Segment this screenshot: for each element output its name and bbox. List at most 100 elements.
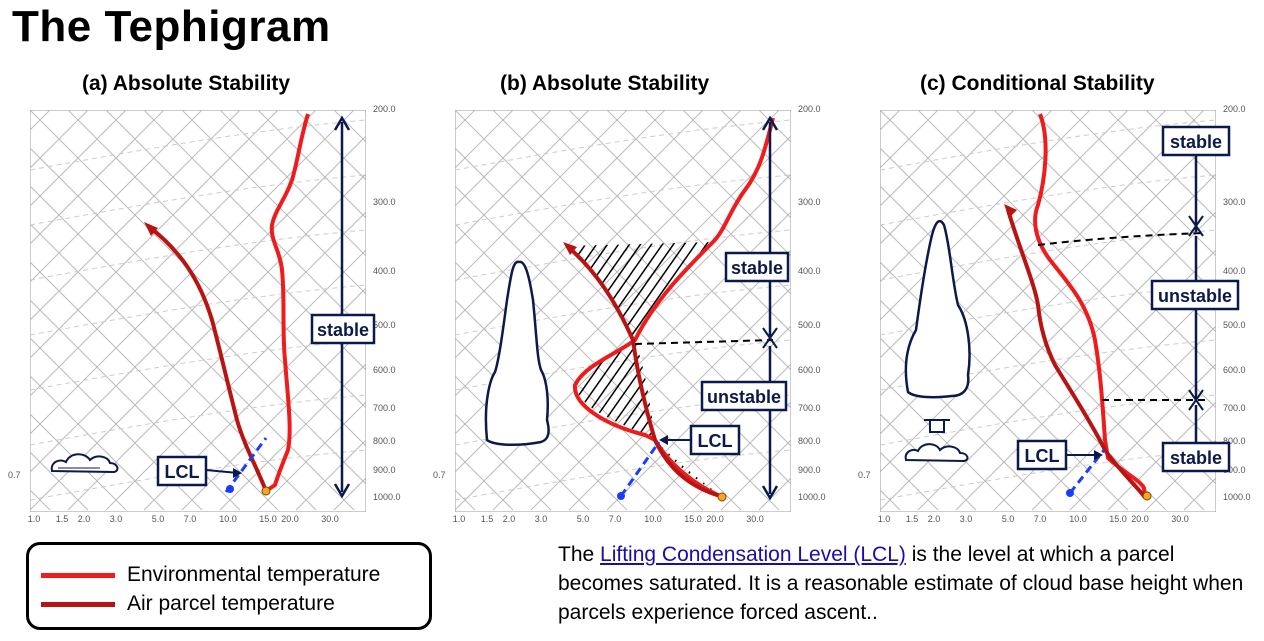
isotherm-line [606, 325, 791, 511]
unstable-label: unstable [1158, 286, 1232, 306]
caption-text-before: The [558, 543, 601, 566]
dry-adiabat-line [30, 375, 165, 511]
dry-adiabat-line [720, 110, 791, 181]
lcl-link[interactable]: Lifting Condensation Level (LCL) [600, 543, 906, 566]
isotherm-line [30, 110, 127, 207]
mixing-ratio-tick-label: 2.0 [928, 514, 941, 524]
isotherm-line [295, 439, 366, 511]
stable-label: stable [317, 320, 369, 340]
isotherm-line [30, 110, 51, 131]
pressure-tick-label: 900.0 [798, 465, 821, 475]
side-tick-label: 0.7 [433, 470, 446, 480]
caption: The Lifting Condensation Level (LCL) is … [558, 540, 1248, 627]
mixing-ratio-tick-label: 10.0 [644, 514, 662, 524]
dry-adiabat-line [1145, 110, 1216, 181]
isotherm-line [682, 401, 791, 511]
lcl-dry-adiabat [224, 437, 268, 493]
divider-x4 [1188, 389, 1204, 411]
pressure-tick-label: 500.0 [798, 320, 821, 330]
stable-label: stable [731, 258, 783, 278]
pressure-tick-label: 900.0 [1223, 465, 1246, 475]
mixing-ratio-tick-label: 15.0 [1109, 514, 1127, 524]
dry-adiabat-line [30, 147, 366, 485]
mixing-ratio-tick-label: 2.0 [78, 514, 91, 524]
lcl-pointer-head [1094, 450, 1103, 460]
isobar-line [30, 339, 366, 391]
mixing-ratio-tick-label: 20.0 [281, 514, 299, 524]
pressure-tick-label: 300.0 [1223, 197, 1246, 207]
mixing-ratio-tick-label: 5.0 [577, 514, 590, 524]
pressure-tick-label: 500.0 [373, 320, 396, 330]
lcl-box [156, 455, 208, 487]
mixing-ratio-tick-label: 5.0 [152, 514, 165, 524]
divider-x2 [762, 327, 778, 349]
lcl-label: LCL [165, 462, 200, 482]
isotherm-line [720, 439, 791, 511]
pressure-tick-label: 400.0 [1223, 266, 1246, 276]
parcel-temperature-curve [565, 244, 721, 498]
parcel-temperature-curve [1006, 209, 1146, 498]
dry-adiabat-line [219, 110, 366, 257]
dry-adiabat-line [682, 110, 791, 219]
cumulonimbus-cloud-icon [484, 260, 550, 446]
dry-adiabat-line [30, 413, 127, 511]
surface-dewpoint-dot [226, 485, 234, 493]
legend-label-environment: Environmental temperature [127, 563, 381, 586]
dry-adiabat-line [492, 110, 791, 409]
mixing-ratio-tick-label: 7.0 [609, 514, 622, 524]
pressure-tick-label: 600.0 [373, 365, 396, 375]
parcel-line-swatch [41, 601, 115, 607]
mixing-ratio-tick-label: 3.0 [960, 514, 973, 524]
pressure-tick-label: 600.0 [1223, 365, 1246, 375]
isotherm-line [30, 110, 89, 169]
pressure-tick-label: 400.0 [373, 266, 396, 276]
surface-temperature-dot [717, 492, 727, 502]
lcl-box [689, 424, 741, 456]
dry-adiabat-line [0, 110, 12, 510]
isobar-line [455, 119, 791, 171]
dry-adiabat-line [257, 110, 366, 219]
mixing-ratio-tick-label: 1.5 [56, 514, 69, 524]
upper-boundary-line [1037, 232, 1206, 246]
environment-temperature-curve [1033, 113, 1147, 499]
mixing-ratio-tick-label: 30.0 [746, 514, 764, 524]
pressure-tick-label: 1000.0 [373, 492, 401, 502]
pressure-tick-label: 600.0 [798, 365, 821, 375]
mixing-ratio-tick-label: 7.0 [1034, 514, 1047, 524]
stable-arrow-top [333, 115, 351, 131]
mixing-ratio-tick-label: 20.0 [1131, 514, 1149, 524]
lcl-dry-adiabat [619, 441, 661, 497]
side-tick-label: 0.7 [8, 470, 21, 480]
tephigram-panel-a: 200.0 300.0 400.0 500.0 600.0 700.0 800.0 900.0… [8, 104, 401, 524]
isotherm-line [30, 135, 366, 473]
dry-adiabat-line [1260, 110, 1264, 510]
isotherm-line [257, 401, 366, 511]
pressure-tick-label: 700.0 [1223, 403, 1246, 413]
panel-a-title: (a) Absolute Stability [82, 72, 291, 95]
tephigram-panel-c: 200.0 300.0 400.0 500.0 600.0 700.0 800.0 900.0… [858, 104, 1251, 524]
mixing-ratio-tick-label: 20.0 [706, 514, 724, 524]
mixing-ratio-tick-label: 15.0 [259, 514, 277, 524]
pressure-tick-label: 300.0 [798, 197, 821, 207]
small-cumulus-icon [904, 419, 969, 463]
stable-hatched-region [567, 242, 713, 340]
upper-stable-label: stable [1170, 132, 1222, 152]
dry-adiabat-line [30, 261, 279, 511]
stable-box [310, 313, 376, 345]
environment-temperature-curve [264, 113, 310, 493]
environment-line-swatch [41, 572, 115, 578]
isotherm-line [30, 110, 355, 435]
isobar-line [880, 174, 1216, 226]
stable-arrow-top [761, 115, 779, 131]
dry-adiabat-line [30, 185, 355, 511]
lcl-pointer-head [659, 435, 668, 445]
dry-adiabat-line [30, 451, 89, 511]
dry-adiabat-line [181, 110, 366, 295]
isotherm-line [1069, 363, 1216, 511]
cumulonimbus-cloud-icon [904, 219, 971, 399]
pressure-tick-label: 300.0 [373, 197, 396, 207]
isobar-line [30, 394, 366, 446]
legend: Environmental temperature Air parcel tem… [26, 542, 432, 630]
lcl-label: LCL [698, 431, 733, 451]
mixing-ratio-tick-label: 1.0 [878, 514, 891, 524]
